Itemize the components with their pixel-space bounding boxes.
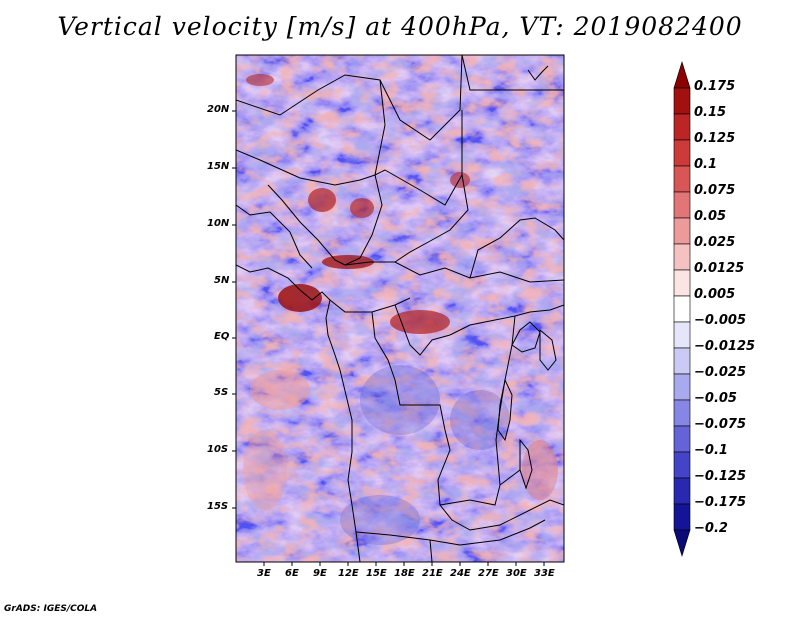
colorbar-swatch [673, 529, 691, 558]
colorbar-swatch [673, 60, 691, 89]
field-shading [236, 55, 564, 562]
lat-label-15s: 15S [207, 501, 229, 512]
colorbar [673, 60, 691, 558]
lon-label-3e: 3E [257, 568, 271, 579]
lat-ticks [232, 110, 236, 509]
colorbar-swatch [673, 243, 691, 271]
lon-ticks [263, 562, 545, 566]
grads-credit: GrADS: IGES/COLA [4, 604, 98, 614]
colorbar-swatch [673, 477, 691, 505]
country-borders [236, 55, 564, 562]
colorbar-swatch [673, 451, 691, 479]
colorbar-label: 0.125 [694, 131, 736, 146]
lon-label-21e: 21E [422, 568, 443, 579]
colorbar-swatch [673, 191, 691, 219]
lat-label-eq: EQ [214, 331, 230, 342]
colorbar-label: −0.025 [694, 365, 747, 380]
colorbar-label: −0.125 [694, 469, 747, 484]
colorbar-swatch [673, 269, 691, 297]
colorbar-swatch [673, 165, 691, 193]
colorbar-label: −0.05 [694, 391, 737, 406]
colorbar-swatch [673, 139, 691, 167]
colorbar-swatch [673, 87, 691, 115]
lon-label-15e: 15E [366, 568, 387, 579]
colorbar-label: −0.0125 [694, 339, 756, 354]
colorbar-swatch [673, 321, 691, 349]
colorbar-swatch [673, 347, 691, 375]
colorbar-label: 0.0125 [694, 261, 745, 276]
colorbar-swatch [673, 295, 691, 323]
colorbar-swatch [673, 399, 691, 427]
colorbar-label: −0.1 [694, 443, 728, 458]
colorbar-swatch [673, 373, 691, 401]
colorbar-label: 0.005 [694, 287, 736, 302]
colorbar-label: 0.15 [694, 105, 727, 120]
colorbar-label: 0.025 [694, 235, 736, 250]
lon-label-33e: 33E [534, 568, 555, 579]
colorbar-label: 0.05 [694, 209, 727, 224]
colorbar-label: −0.005 [694, 313, 747, 328]
lon-label-30e: 30E [506, 568, 527, 579]
lat-label-5n: 5N [214, 275, 230, 286]
colorbar-label: 0.175 [694, 79, 736, 94]
colorbar-swatch [673, 217, 691, 245]
lon-label-18e: 18E [394, 568, 415, 579]
lon-label-27e: 27E [478, 568, 499, 579]
lat-label-15n: 15N [207, 161, 230, 172]
lat-label-20n: 20N [207, 104, 230, 115]
colorbar-label: −0.2 [694, 521, 728, 536]
colorbar-label: 0.1 [694, 157, 718, 172]
plot-frame [235, 54, 565, 563]
colorbar-label: −0.175 [694, 495, 747, 510]
colorbar-label: 0.075 [694, 183, 736, 198]
lat-label-10n: 10N [207, 218, 230, 229]
lat-label-5s: 5S [214, 387, 229, 398]
lon-label-6e: 6E [285, 568, 299, 579]
colorbar-swatch [673, 113, 691, 141]
colorbar-label: −0.075 [694, 417, 747, 432]
lat-label-10s: 10S [207, 444, 229, 455]
lon-label-9e: 9E [313, 568, 327, 579]
colorbar-swatch [673, 425, 691, 453]
map-title: Vertical velocity [m/s] at 400hPa, VT: 2… [57, 12, 743, 41]
lon-label-12e: 12E [338, 568, 359, 579]
colorbar-swatch [673, 503, 691, 531]
lon-label-24e: 24E [450, 568, 471, 579]
